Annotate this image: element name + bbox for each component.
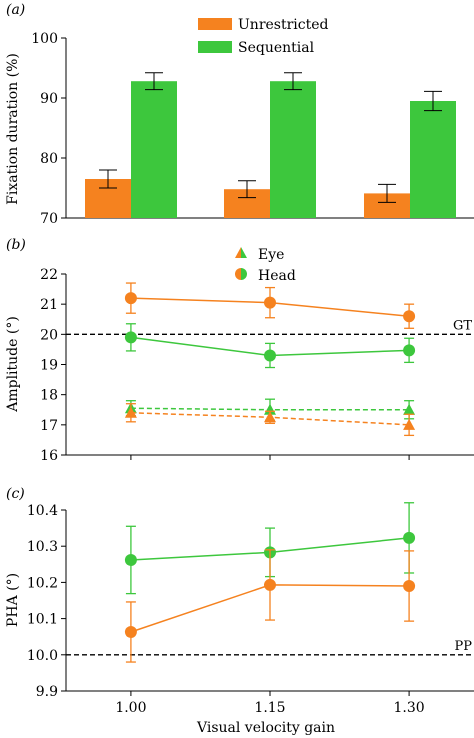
data-point-circle <box>403 531 416 544</box>
y-tick-label: 70 <box>40 211 58 227</box>
panel-b-y-axis-label: Amplitude (°) <box>5 316 21 413</box>
data-point-circle <box>264 296 276 309</box>
y-tick-label: 16 <box>40 448 58 464</box>
data-point-circle <box>124 331 137 344</box>
data-point-triangle <box>124 406 137 418</box>
y-tick-label: 80 <box>40 151 58 167</box>
data-point-circle <box>403 580 416 593</box>
y-tick-label: 10.3 <box>27 539 58 555</box>
y-tick-label: 10.2 <box>27 575 58 591</box>
legend-marker-eye <box>235 247 247 258</box>
data-point-circle <box>124 292 137 305</box>
data-point-circle <box>124 625 137 638</box>
legend-swatch-sequential <box>198 41 232 53</box>
panel-c-x-ticks: 1.00 1.15 1.30 <box>115 700 424 716</box>
y-tick-label: 90 <box>40 91 58 107</box>
y-tick-label: 100 <box>31 31 58 47</box>
bar <box>270 81 316 218</box>
reference-label-gt: GT <box>453 318 472 333</box>
panel-a-y-axis-label: Fixation duration (%) <box>5 53 21 205</box>
legend-label-sequential: Sequential <box>238 40 315 56</box>
data-point-triangle <box>403 418 416 430</box>
legend-triangle-left-half <box>235 247 241 258</box>
y-tick-label: 22 <box>40 267 58 283</box>
legend-triangle-right-half <box>241 247 247 258</box>
x-tick-label: 1.30 <box>394 700 425 716</box>
panel-a-label: (a) <box>6 2 25 18</box>
panel-c: (c) PHA (°) 9.9 10.0 10.1 10.2 10.3 10.4 PP 1… <box>5 486 474 736</box>
panel-c-y-axis-label: PHA (°) <box>5 573 21 627</box>
panel-a-bars <box>85 72 456 218</box>
data-point-circle <box>403 310 416 323</box>
panel-b: (b) Amplitude (°) 16 17 18 19 20 21 22 GT Eye … <box>5 237 474 464</box>
legend-label-eye: Eye <box>258 247 284 263</box>
panel-a: (a) Fixation duration (%) 70 80 90 100 Unre… <box>5 2 474 227</box>
x-tick-label: 1.00 <box>115 700 146 716</box>
legend-circle-left-half <box>235 268 241 280</box>
panel-b-label: (b) <box>6 237 26 253</box>
data-point-circle <box>264 349 276 362</box>
legend-marker-head <box>235 268 247 280</box>
panel-c-label: (c) <box>6 486 25 502</box>
data-point-circle <box>403 344 416 357</box>
y-tick-label: 19 <box>40 358 58 374</box>
data-point-triangle <box>264 411 276 423</box>
legend-swatch-unrestricted <box>198 18 232 30</box>
y-tick-label: 9.9 <box>36 684 58 700</box>
y-tick-label: 10.0 <box>27 648 58 664</box>
panel-a-legend: Unrestricted Sequential <box>198 17 329 56</box>
data-point-triangle <box>403 403 416 415</box>
y-tick-label: 21 <box>40 297 58 313</box>
data-point-triangle <box>264 403 276 415</box>
data-point-circle <box>264 578 276 591</box>
panel-c-axes: 9.9 10.0 10.1 10.2 10.3 10.4 <box>27 503 474 700</box>
legend-circle-right-half <box>241 268 247 280</box>
panel-b-legend: Eye Head <box>235 247 296 284</box>
x-tick-label: 1.15 <box>254 700 285 716</box>
legend-label-head: Head <box>258 268 296 284</box>
y-tick-label: 10.4 <box>27 503 58 519</box>
panel-b-axes: 16 17 18 19 20 21 22 <box>40 267 474 464</box>
legend-label-unrestricted: Unrestricted <box>238 17 329 33</box>
y-tick-label: 20 <box>40 327 58 343</box>
panel-c-series <box>124 502 416 663</box>
panel-c-reference-line: PP <box>66 639 474 656</box>
data-point-circle <box>124 553 137 566</box>
y-tick-label: 17 <box>40 418 58 434</box>
y-tick-label: 10.1 <box>27 612 58 628</box>
bar <box>131 81 177 218</box>
y-tick-label: 18 <box>40 388 58 404</box>
x-axis-label: Visual velocity gain <box>196 720 335 736</box>
bar <box>410 101 456 218</box>
panel-b-series <box>124 282 416 437</box>
reference-label-pp: PP <box>455 639 473 654</box>
